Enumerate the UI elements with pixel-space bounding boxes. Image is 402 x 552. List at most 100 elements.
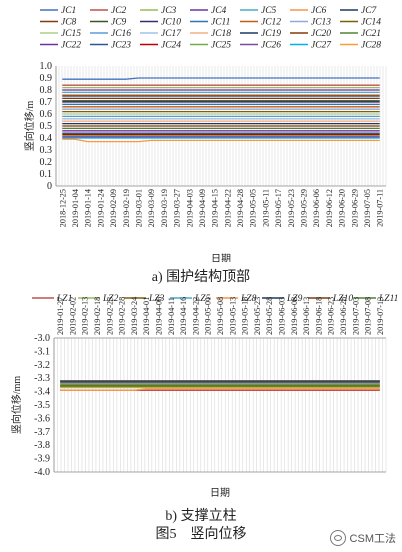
legend-label: JC17 bbox=[161, 29, 182, 39]
x-tick-label: 2019-04-22 bbox=[223, 189, 232, 227]
legend-label: JC16 bbox=[111, 29, 131, 39]
legend-label: JC14 bbox=[361, 18, 381, 28]
x-tick-label: 2019-04-06 bbox=[155, 297, 164, 335]
series-line bbox=[62, 138, 380, 143]
x-tick-label: 2019-06-20 bbox=[338, 189, 347, 227]
x-tick-label: 2019-02-28 bbox=[118, 297, 127, 335]
x-tick-label: 2019-01-27 bbox=[56, 297, 65, 335]
x-tick-label: 2019-05-13 bbox=[228, 297, 237, 335]
x-tick-label: 2019-05-28 bbox=[265, 297, 274, 335]
x-tick-label: 2019-06-28 bbox=[339, 297, 348, 335]
y-tick-label: 0.1 bbox=[40, 169, 53, 180]
legend-label: LZ2 bbox=[102, 294, 119, 304]
y-tick-label: -3.0 bbox=[34, 333, 50, 344]
x-tick-label: 2019-02-19 bbox=[122, 189, 131, 227]
x-tick-label: 2019-07-13 bbox=[376, 297, 385, 335]
x-tick-label: 2019-02-09 bbox=[109, 189, 118, 227]
legend-label: LZ9 bbox=[286, 294, 303, 304]
x-tick-label: 2019-05-29 bbox=[300, 189, 309, 227]
x-tick-label: 2019-04-01 bbox=[142, 297, 151, 335]
legend-label: LZ1 bbox=[56, 294, 72, 304]
legend-label: JC25 bbox=[211, 41, 231, 51]
figure-caption: 图5 竖向位移 bbox=[155, 527, 247, 542]
x-tick-label: 2019-06-13 bbox=[302, 297, 311, 335]
x-tick-label: 2019-04-11 bbox=[167, 297, 176, 335]
x-tick-label: 2019-04-03 bbox=[185, 189, 194, 227]
x-tick-label: 2019-01-24 bbox=[96, 189, 105, 227]
legend-label: JC21 bbox=[361, 29, 381, 39]
legend-label: JC15 bbox=[61, 29, 81, 39]
x-tick-label: 2019-06-29 bbox=[350, 189, 359, 227]
x-tick-label: 2019-05-08 bbox=[216, 297, 225, 335]
x-tick-label: 2019-01-14 bbox=[84, 189, 93, 227]
x-tick-label: 2019-06-18 bbox=[314, 297, 323, 335]
watermark-text: CSM工法 bbox=[349, 533, 396, 545]
x-axis-label: 日期 bbox=[210, 487, 230, 499]
y-tick-label: -3.8 bbox=[34, 440, 50, 451]
x-tick-label: 2019-04-22 bbox=[191, 297, 200, 335]
y-tick-label: 0.5 bbox=[40, 121, 53, 132]
x-tick-label: 2019-06-23 bbox=[327, 297, 336, 335]
y-tick-label: 0.9 bbox=[40, 73, 53, 84]
legend-label: JC3 bbox=[161, 6, 177, 16]
x-tick-label: 2019-01-04 bbox=[71, 189, 80, 227]
legend-label: JC13 bbox=[311, 18, 331, 28]
legend-label: JC24 bbox=[161, 41, 181, 51]
y-tick-label: -3.4 bbox=[34, 387, 50, 398]
legend-label: JC1 bbox=[61, 6, 76, 16]
x-tick-label: 2019-03-27 bbox=[173, 189, 182, 227]
x-axis-label: 日期 bbox=[211, 253, 231, 262]
x-tick-label: 2019-05-01 bbox=[204, 297, 213, 335]
y-tick-label: 0.6 bbox=[40, 109, 53, 120]
legend-label: JC18 bbox=[211, 29, 231, 39]
watermark: CSM工法 bbox=[329, 530, 396, 546]
y-axis-label: 竖向位移/m bbox=[23, 101, 36, 152]
y-tick-label: -3.7 bbox=[34, 427, 50, 438]
x-tick-label: 2019-05-23 bbox=[287, 189, 296, 227]
x-tick-label: 2018-12-25 bbox=[58, 189, 67, 227]
x-tick-label: 2019-05-17 bbox=[274, 189, 283, 227]
legend-label: JC23 bbox=[111, 41, 131, 51]
y-tick-label: 0.2 bbox=[40, 157, 53, 168]
legend-label: JC22 bbox=[61, 41, 81, 51]
x-tick-label: 2019-06-03 bbox=[277, 297, 286, 335]
x-tick-label: 2019-02-02 bbox=[68, 297, 77, 335]
x-tick-label: 2019-04-15 bbox=[211, 189, 220, 227]
x-tick-label: 2019-07-03 bbox=[351, 297, 360, 335]
x-tick-label: 2019-04-09 bbox=[198, 189, 207, 227]
y-tick-label: 0.8 bbox=[40, 85, 53, 96]
y-tick-label: 0.4 bbox=[40, 133, 53, 144]
legend-label: JC19 bbox=[261, 29, 281, 39]
legend-label: JC28 bbox=[361, 41, 381, 51]
x-tick-label: 2019-04-16 bbox=[179, 297, 188, 335]
y-tick-label: -3.3 bbox=[34, 373, 50, 384]
legend-label: LZ11 bbox=[378, 294, 398, 304]
x-tick-label: 2019-05-23 bbox=[253, 297, 262, 335]
y-tick-label: 1.0 bbox=[40, 61, 53, 72]
legend-label: LZ3 bbox=[148, 294, 165, 304]
wechat-icon bbox=[329, 530, 346, 546]
legend-label: LZ5 bbox=[194, 294, 211, 304]
x-tick-label: 2019-07-08 bbox=[364, 297, 373, 335]
x-tick-label: 2019-04-28 bbox=[236, 189, 245, 227]
x-tick-label: 2019-05-18 bbox=[241, 297, 250, 335]
y-tick-label: -3.2 bbox=[34, 360, 50, 371]
legend-label: JC12 bbox=[261, 18, 281, 28]
x-tick-label: 2019-05-05 bbox=[249, 189, 258, 227]
series-line bbox=[62, 77, 380, 80]
x-tick-label: 2019-06-08 bbox=[290, 297, 299, 335]
x-tick-label: 2019-02-18 bbox=[93, 297, 102, 335]
chart-b: LZ1 LZ2 LZ3 LZ5 LZ8 LZ9 LZ10 LZ11 -3.0 -3.1 -3.2 -3… bbox=[10, 294, 398, 499]
legend-label: JC5 bbox=[261, 6, 277, 16]
y-tick-label: -3.9 bbox=[34, 454, 50, 465]
x-tick-label: 2019-06-12 bbox=[325, 189, 334, 227]
legend-label: JC20 bbox=[311, 29, 331, 39]
x-tick-label: 2019-02-23 bbox=[105, 297, 114, 335]
x-tick-label: 2019-03-09 bbox=[147, 189, 156, 227]
x-tick-label: 2019-03-24 bbox=[130, 297, 139, 335]
legend-label: JC27 bbox=[311, 41, 332, 51]
subcaption-a: a) 围护结构顶部 bbox=[151, 270, 251, 285]
y-tick-label: 0 bbox=[47, 181, 52, 192]
subcaption-b: b) 支撑立柱 bbox=[165, 509, 237, 524]
